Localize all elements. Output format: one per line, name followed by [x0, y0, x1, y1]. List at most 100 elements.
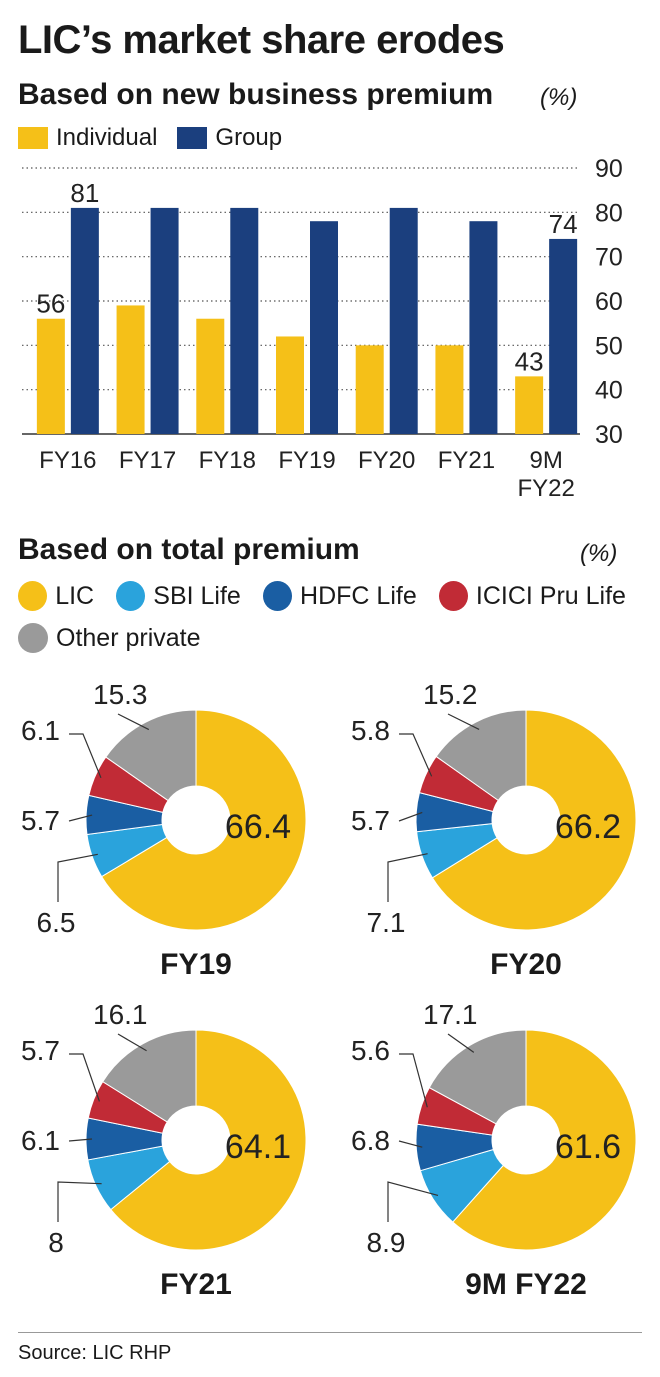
bar-individual — [276, 336, 304, 434]
donut-year-label: FY20 — [490, 948, 562, 981]
donut-slice-other — [428, 1029, 527, 1125]
donut-label-sbi: 6.5 — [37, 907, 76, 938]
leader-line-icici — [69, 1053, 100, 1102]
legend-dot-sbi — [116, 581, 146, 611]
donut-slice-lic — [431, 709, 637, 931]
y-tick-label: 90 — [595, 155, 623, 183]
data-label-individual: 43 — [515, 346, 544, 376]
legend-label-hdfc: HDFC Life — [300, 581, 417, 610]
y-tick-label: 40 — [595, 377, 623, 405]
leader-line-hdfc — [398, 1140, 423, 1148]
donut-label-other: 17.1 — [423, 999, 478, 1030]
leader-line-sbi — [387, 1181, 439, 1222]
leader-line-hdfc — [68, 1138, 93, 1142]
leader-line-icici — [69, 733, 102, 779]
donut-label-hdfc: 6.1 — [21, 1125, 60, 1156]
bar-individual — [435, 345, 464, 434]
legend-label-other: Other private — [56, 623, 201, 652]
leader-line-other — [447, 713, 480, 730]
donut-label-sbi: 8 — [48, 1227, 64, 1258]
donut-slice-other — [105, 709, 197, 802]
bar-group — [230, 207, 259, 434]
donut-label-sbi: 7.1 — [367, 907, 406, 938]
data-label-group: 74 — [549, 209, 578, 239]
legend-swatch-group — [177, 127, 208, 149]
donut-label-other: 15.2 — [423, 679, 478, 710]
leader-line-other — [117, 713, 150, 731]
legend-label-icici: ICICI Pru Life — [475, 581, 626, 610]
source-note: Source: LIC RHP — [18, 1342, 172, 1364]
legend-dot-lic — [18, 581, 48, 611]
data-label-individual: 56 — [36, 289, 65, 319]
leader-line-other — [447, 1033, 475, 1053]
pie-chart-subtitle: Based on total premium — [18, 533, 360, 566]
donut-label-hdfc: 5.7 — [351, 805, 390, 836]
leader-line-other — [117, 1033, 147, 1052]
y-tick-label: 80 — [595, 199, 623, 227]
y-tick-label: 30 — [595, 421, 623, 449]
legend-label-sbi: SBI Life — [153, 581, 241, 610]
x-tick-label: FY21 — [438, 447, 495, 474]
donut-year-label: FY19 — [160, 948, 232, 981]
donut-label-hdfc: 5.7 — [21, 805, 60, 836]
donut-label-icici: 5.7 — [21, 1035, 60, 1066]
bar-chart: 30 40 50 60 70 80 90 56 81 FY16 FY17 FY18 FY19 FY20 FY… — [22, 155, 623, 502]
legend-dot-icici — [438, 581, 468, 611]
donut-slice-lic — [452, 1029, 637, 1251]
x-tick-label: 9M FY22 — [517, 447, 574, 502]
leader-line-icici — [399, 733, 433, 777]
leader-line-hdfc — [398, 811, 423, 822]
bar-group — [549, 238, 578, 434]
donut-slice-other — [435, 709, 527, 802]
bar-group — [150, 207, 179, 434]
bar-chart-unit: (%) — [540, 84, 578, 111]
donut-label-icici: 5.6 — [351, 1035, 390, 1066]
bar-group — [389, 207, 418, 434]
bar-group — [469, 221, 498, 434]
legend-label-group: Group — [215, 124, 283, 151]
donut-label-other: 15.3 — [93, 679, 148, 710]
leader-line-sbi — [57, 853, 98, 902]
data-label-group: 81 — [70, 178, 99, 208]
leader-line-sbi — [387, 853, 428, 902]
donut-label-hdfc: 6.8 — [351, 1125, 390, 1156]
y-tick-label: 50 — [595, 332, 623, 360]
bar-group — [70, 207, 99, 434]
bar-individual — [196, 318, 225, 434]
bar-chart-subtitle: Based on new business premium — [18, 78, 494, 111]
x-tick-label: FY17 — [119, 447, 176, 474]
leader-line-icici — [399, 1053, 428, 1108]
legend-dot-hdfc — [262, 581, 293, 611]
x-tick-label: FY16 — [39, 447, 96, 474]
donut-year-label: FY21 — [160, 1268, 232, 1301]
donut-slice-lic — [110, 1029, 307, 1251]
leader-line-hdfc — [68, 814, 93, 822]
bar-legend: Individual Group — [18, 124, 302, 152]
legend-swatch-individual — [18, 127, 48, 149]
donut-label-icici: 5.8 — [351, 715, 390, 746]
bar-group — [310, 221, 338, 434]
donut-slice-lic — [100, 709, 307, 931]
donut-label-other: 16.1 — [93, 999, 148, 1030]
donut-charts: 66.4 15.3 6.1 5.7 6.5 FY19 66.2 15.2 5.8 5.7 7.1 FY… — [21, 679, 637, 1301]
donut-slice-other — [102, 1029, 197, 1123]
source-divider — [18, 1332, 642, 1333]
x-tick-label: FY18 — [199, 447, 256, 474]
donut-label-lic: 64.1 — [225, 1128, 291, 1166]
donut-label-icici: 6.1 — [21, 715, 60, 746]
bar-individual — [116, 305, 145, 434]
leader-line-sbi — [57, 1181, 102, 1222]
donut-label-lic: 61.6 — [555, 1128, 621, 1166]
chart-title: LIC’s market share erodes — [18, 18, 505, 62]
y-tick-label: 70 — [595, 244, 623, 272]
x-tick-label: FY19 — [278, 447, 335, 474]
pie-legend: LIC SBI Life HDFC Life ICICI Pru Life Ot… — [18, 575, 648, 659]
legend-label-individual: Individual — [56, 124, 158, 151]
bar-individual — [36, 318, 65, 434]
donut-label-lic: 66.2 — [555, 808, 621, 846]
legend-dot-other — [18, 623, 48, 653]
donut-label-lic: 66.4 — [225, 808, 291, 846]
donut-label-sbi: 8.9 — [367, 1227, 406, 1258]
x-tick-label: FY20 — [358, 447, 415, 474]
bar-individual — [515, 376, 544, 434]
